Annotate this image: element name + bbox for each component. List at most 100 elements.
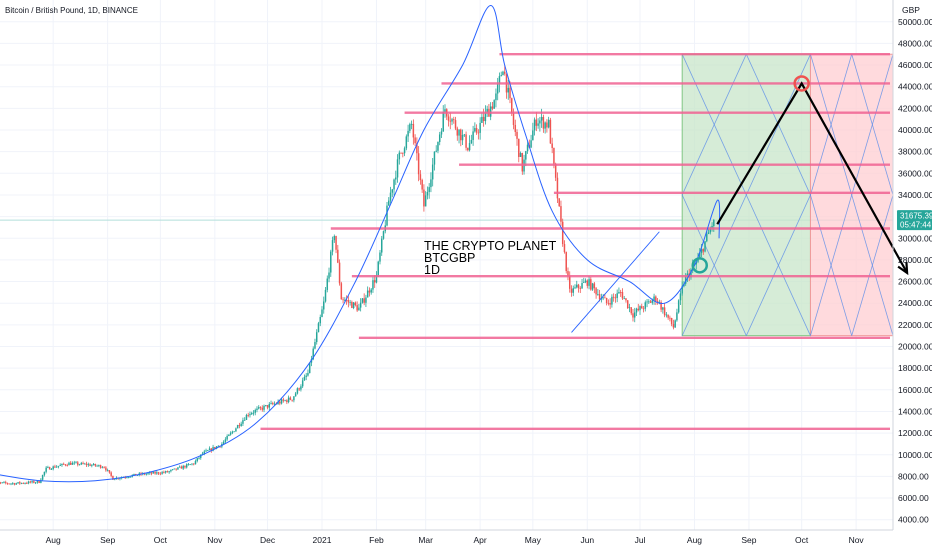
candle-body: [27, 481, 30, 484]
time-axis[interactable]: Aug Sep Oct Nov Dec 2021 Feb Mar Apr May Jun Jul Aug…: [46, 535, 865, 545]
candle-body: [98, 465, 100, 467]
candle-body: [660, 302, 662, 310]
gann-line: [745, 54, 811, 196]
candle-body: [149, 472, 151, 474]
candle-body: [48, 467, 51, 470]
candle-body: [133, 473, 135, 476]
candle-body: [461, 134, 464, 141]
candle-body: [672, 324, 675, 328]
candle-body: [581, 283, 583, 289]
candle-body: [82, 462, 84, 464]
candle-body: [605, 297, 608, 304]
candle-body: [208, 448, 211, 451]
candle-body: [460, 129, 462, 141]
candle-body: [558, 198, 560, 207]
candle-body: [653, 296, 655, 301]
candle-body: [119, 478, 121, 479]
candle-body: [4, 482, 7, 484]
candle-body: [66, 465, 68, 466]
candle-body: [214, 446, 216, 449]
candle-body: [546, 122, 548, 128]
candle-body: [391, 189, 394, 193]
y-tick-label: 36000.00: [898, 168, 932, 178]
candle-body: [670, 318, 673, 325]
candle-body: [361, 298, 364, 303]
candle-body: [676, 312, 678, 321]
candle-body: [618, 291, 620, 294]
candle-body: [549, 119, 552, 144]
gann-line: [681, 54, 747, 196]
price-tag-value: 31675.39: [900, 212, 932, 221]
candle-body: [236, 425, 239, 429]
candle-body: [272, 403, 274, 405]
candle-body: [277, 401, 279, 404]
candle-body: [257, 407, 260, 409]
candle-body: [402, 152, 404, 154]
candle-body: [635, 308, 638, 313]
candle-body: [493, 100, 495, 109]
candle-body: [164, 471, 167, 473]
candle-body: [421, 179, 423, 190]
candle-body: [17, 482, 19, 484]
x-tick-label: May: [525, 535, 542, 545]
y-tick-label: 16000.00: [898, 385, 932, 395]
candle-body: [291, 399, 293, 401]
candle-body: [228, 434, 230, 437]
candle-body: [273, 403, 276, 405]
candle-body: [289, 397, 292, 400]
candle-body: [194, 461, 197, 465]
annotation-line-3: 1D: [424, 263, 440, 277]
candle-body: [512, 112, 515, 125]
candle-body: [649, 301, 652, 303]
gann-line: [745, 194, 811, 336]
gann-line: [810, 194, 853, 336]
candle-body: [91, 465, 93, 466]
candle-body: [96, 465, 98, 467]
candle-body: [3, 482, 5, 483]
candle-body: [386, 205, 388, 226]
candle-body: [365, 297, 367, 303]
candle-body: [20, 482, 23, 484]
candle-body: [347, 300, 350, 303]
y-tick-label: 48000.00: [898, 38, 932, 48]
candle-body: [352, 302, 355, 308]
candle-body: [567, 271, 569, 276]
candle-body: [354, 302, 357, 306]
candle-body: [171, 469, 174, 471]
candle-body: [609, 303, 611, 305]
candle-body: [6, 483, 9, 484]
x-tick-label: Sep: [741, 535, 756, 545]
y-tick-label: 26000.00: [898, 277, 932, 287]
candle-body: [315, 332, 318, 343]
candle-body: [147, 473, 149, 474]
candle-body: [307, 373, 309, 376]
candle-body: [642, 308, 645, 310]
y-tick-label: 22000.00: [898, 320, 932, 330]
candle-body: [695, 261, 697, 265]
y-tick-label: 14000.00: [898, 406, 932, 416]
x-tick-label: Sep: [100, 535, 115, 545]
candle-body: [94, 463, 97, 466]
candle-body: [697, 258, 699, 262]
candle-body: [50, 469, 53, 470]
candle-body: [690, 269, 692, 278]
y-tick-label: 6000.00: [898, 493, 929, 503]
candle-body: [101, 467, 104, 469]
candle-body: [110, 472, 112, 476]
candle-body: [314, 342, 316, 349]
candle-body: [611, 296, 613, 305]
candle-body: [579, 288, 582, 289]
candle-body: [568, 275, 571, 289]
price-axis[interactable]: 50000.00 48000.00 46000.00 44000.00 42000.00…: [898, 17, 932, 525]
candle-body: [598, 294, 601, 300]
candle-body: [417, 153, 420, 175]
candle-body: [507, 87, 509, 93]
candle-body: [711, 225, 713, 229]
trend-line: [571, 231, 660, 333]
candle-body: [124, 477, 126, 479]
candle-body: [207, 450, 209, 452]
candle-body: [191, 463, 193, 465]
candle-body: [702, 249, 705, 252]
candle-body: [612, 296, 615, 298]
